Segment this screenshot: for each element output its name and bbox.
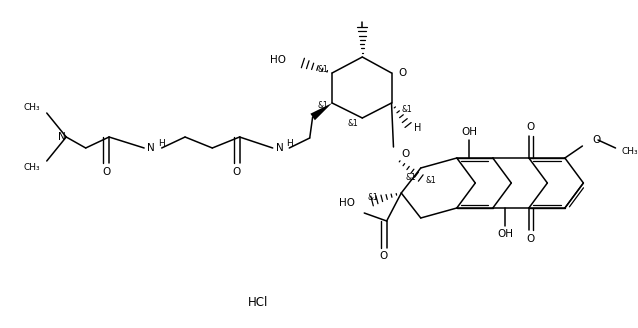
Text: H: H (414, 123, 421, 133)
Text: &1: &1 (318, 100, 328, 110)
Text: H: H (158, 138, 165, 148)
Text: &1: &1 (426, 176, 436, 185)
Text: O: O (592, 135, 600, 145)
Text: OH: OH (461, 127, 477, 137)
Text: HO: HO (271, 55, 286, 65)
Text: O: O (380, 251, 388, 261)
Text: O: O (232, 167, 241, 177)
Text: O: O (401, 149, 410, 159)
Text: CH₃: CH₃ (24, 163, 40, 173)
Text: HO: HO (339, 198, 355, 208)
Text: &1: &1 (318, 66, 328, 74)
Text: O: O (527, 234, 535, 244)
Text: &1: &1 (401, 105, 412, 114)
Text: N: N (276, 143, 283, 153)
Text: N: N (59, 132, 66, 142)
Polygon shape (311, 103, 332, 120)
Text: O: O (527, 122, 535, 132)
Text: CH₃: CH₃ (24, 102, 40, 112)
Text: OH: OH (498, 229, 514, 239)
Text: &1: &1 (405, 173, 416, 182)
Text: H: H (286, 138, 293, 148)
Text: &1: &1 (348, 118, 359, 128)
Text: CH₃: CH₃ (621, 147, 638, 155)
Text: &1: &1 (367, 193, 378, 201)
Text: N: N (147, 143, 155, 153)
Text: O: O (398, 68, 406, 78)
Text: HCl: HCl (248, 297, 269, 310)
Text: O: O (102, 167, 110, 177)
